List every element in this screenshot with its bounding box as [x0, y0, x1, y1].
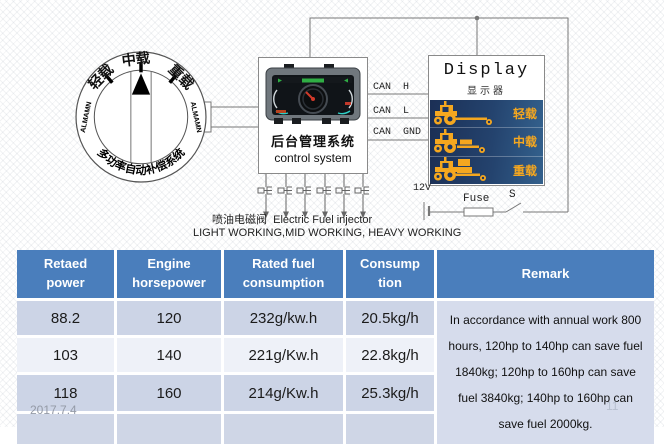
mode-selector-dial[interactable]: 轻载 中载 重载 ALMAMN ALMAMN 多功率自动补偿系统	[74, 50, 208, 184]
header-rated-power: Retaed power	[17, 250, 114, 298]
table-cell	[117, 414, 221, 444]
can-h-label: CAN H	[373, 82, 410, 93]
table-cell: 88.2	[17, 301, 114, 335]
fuse-label: Fuse	[463, 193, 490, 205]
dial-ticks	[104, 62, 178, 84]
display-row-mid: 中载	[430, 128, 543, 157]
table-cell: 221g/Kw.h	[224, 338, 343, 372]
table-cell: 140	[117, 338, 221, 372]
wire-junction-dot	[474, 15, 480, 21]
injector-caption: 喷油电磁阀 Electric Fuel injector	[212, 211, 372, 227]
table-cell	[224, 414, 343, 444]
switch-symbol	[505, 202, 522, 213]
control-system-box: 后台管理系统 control system	[258, 57, 368, 174]
working-modes-caption: LIGHT WORKING,MID WORKING, HEAVY WORKING	[193, 227, 462, 239]
header-engine-horsepower: Engine horsepower	[117, 250, 221, 298]
page-number: 11	[606, 399, 619, 413]
display-row-label: 中载	[512, 135, 537, 150]
table-cell: 22.8kg/h	[346, 338, 434, 372]
can-l-label: CAN L	[373, 106, 410, 117]
switch-label: S	[509, 189, 516, 201]
wiring-lines	[200, 15, 569, 220]
display-subtitle: 显示器	[467, 86, 506, 97]
system-diagram: 轻载 中载 重载 ALMAMN ALMAMN 多功率自动补偿系统	[74, 15, 569, 239]
instrument-cluster-image	[265, 64, 361, 124]
fuel-consumption-table: Retaed power Engine horsepower Rated fue…	[17, 250, 654, 444]
display-row-label: 轻载	[512, 107, 537, 122]
display-title: Display	[443, 61, 530, 80]
table-cell: 214g/Kw.h	[224, 375, 343, 411]
remark-cell: In accordance with annual work 800 hours…	[437, 301, 654, 444]
can-gnd-label: CAN GND	[373, 127, 422, 138]
injector-caption-cn: 喷油电磁阀	[212, 214, 267, 226]
display-row-heavy: 重载	[430, 156, 543, 184]
injector-symbols	[257, 174, 369, 219]
control-box-title-en: control system	[274, 151, 352, 165]
slide-date: 2017.7.4	[30, 403, 77, 417]
table-cell: 232g/kw.h	[224, 301, 343, 335]
dial-pointer[interactable]	[130, 71, 152, 163]
injector-caption-en: Electric Fuel injector	[273, 214, 373, 226]
display-row-light: 轻载	[430, 100, 543, 129]
table-cell: 25.3kg/h	[346, 375, 434, 411]
tractor-heavy-load-icon	[434, 157, 486, 182]
table-cell: 118	[17, 375, 114, 411]
table-cell: 20.5kg/h	[346, 301, 434, 335]
header-consumption: Consump tion	[346, 250, 434, 298]
fuse-symbol	[463, 207, 494, 217]
display-box: Display 显示器 轻载	[428, 55, 545, 186]
header-rated-fuel: Rated fuel consumption	[224, 250, 343, 298]
pointer-triangle-icon	[131, 73, 151, 95]
dial-label-mid: 中载	[121, 50, 151, 70]
tractor-mid-load-icon	[434, 128, 485, 153]
control-box-title-cn: 后台管理系统	[270, 134, 355, 149]
tractor-light-load-icon	[434, 100, 492, 125]
display-screen: 轻载	[430, 100, 543, 184]
display-row-label: 重载	[512, 163, 537, 178]
table-cell	[346, 414, 434, 444]
header-remark: Remark	[437, 250, 654, 298]
power-wire	[309, 17, 569, 212]
table-cell: 103	[17, 338, 114, 372]
table-cell: 120	[117, 301, 221, 335]
table-cell	[17, 414, 114, 444]
voltage-label: 12V	[413, 183, 432, 194]
table-cell: 160	[117, 375, 221, 411]
